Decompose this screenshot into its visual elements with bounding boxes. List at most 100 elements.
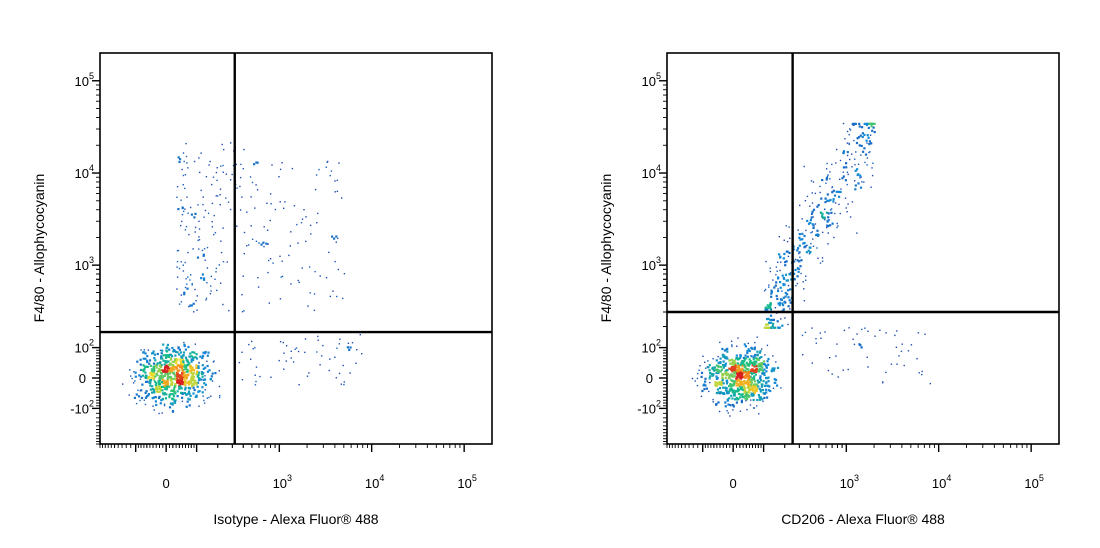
event-dot [179,366,182,369]
y-tick-label: 104 [75,163,94,181]
event-dot [195,382,198,385]
event-dot [778,253,781,256]
event-dot [182,152,185,154]
event-dot [830,211,833,214]
event-dot [206,360,208,362]
event-dot [188,404,191,407]
event-dot [782,257,785,260]
event-dot [194,212,197,215]
event-dot [796,249,799,252]
event-dot [142,351,145,354]
event-dot [194,226,197,229]
event-dot [160,364,163,367]
event-dot [918,372,920,374]
event-dot [907,350,910,352]
event-dot [140,396,144,400]
event-dot [768,284,770,286]
event-dot [700,371,704,374]
event-dot [155,386,158,389]
event-dot [750,355,753,358]
event-dot [195,353,198,356]
event-dot [176,367,179,370]
event-dot [765,365,768,368]
event-dot [739,369,742,372]
event-dot [869,151,871,153]
event-dot [740,387,743,391]
event-dot [155,403,158,407]
event-dot [176,377,179,380]
event-dot [185,366,188,369]
event-dot [814,192,817,195]
event-dot [765,326,769,329]
event-dot [733,375,736,378]
event-dot [770,292,773,295]
event-dot [198,378,201,382]
event-dot [243,310,245,312]
event-dot [198,405,200,407]
event-dot [741,372,744,375]
event-dot [741,393,744,396]
event-dot [216,167,218,169]
event-dot [747,368,750,371]
event-dot [192,383,195,386]
event-dot [772,318,775,321]
event-dot [759,350,762,353]
event-dot [759,375,762,378]
event-dot [872,122,875,125]
event-dot [310,233,312,235]
event-dot [764,354,766,356]
event-dot [737,390,740,393]
event-dot [814,223,817,225]
event-dot [163,363,166,366]
event-dot [747,377,750,380]
event-dot [319,275,321,277]
event-dot [755,360,758,363]
event-dot [724,362,727,365]
event-dot [184,187,186,190]
event-dot [716,370,719,374]
event-dot [816,229,819,232]
event-dot [725,371,728,374]
event-dot [205,176,208,178]
event-dot [174,392,177,395]
event-dot [752,394,755,397]
event-dot [343,273,346,275]
event-dot [328,251,330,254]
event-dot [749,404,752,406]
event-dot [750,381,754,384]
event-dot [251,238,254,240]
event-dot [177,380,180,383]
event-dot [817,204,820,207]
event-dot [716,388,720,391]
event-dot [712,358,714,360]
y-axis-title: F4/80 - Allophycocyanin [31,174,47,323]
event-dot [725,382,729,385]
event-dot [748,389,751,392]
event-dot [857,182,860,185]
event-dot [228,309,230,312]
event-dot [322,344,324,347]
event-dot [869,122,872,125]
event-dot [300,222,303,224]
event-dot [172,395,176,398]
event-dot [318,168,320,171]
event-dot [294,348,296,350]
event-dot [188,305,190,308]
event-dot [186,400,189,403]
event-dot [168,372,171,375]
event-dot [836,222,838,225]
event-dot [766,384,769,388]
event-dot [696,377,699,380]
event-dot [201,354,205,357]
event-dot [343,383,345,386]
event-dot [797,247,800,250]
event-dot [163,368,167,371]
event-dot [735,354,738,357]
event-dot [180,391,183,394]
event-dot [737,384,740,387]
event-dot [313,293,316,295]
event-dot [717,361,720,365]
event-dot [159,361,162,364]
event-dot [186,363,190,367]
event-dot [195,373,198,376]
